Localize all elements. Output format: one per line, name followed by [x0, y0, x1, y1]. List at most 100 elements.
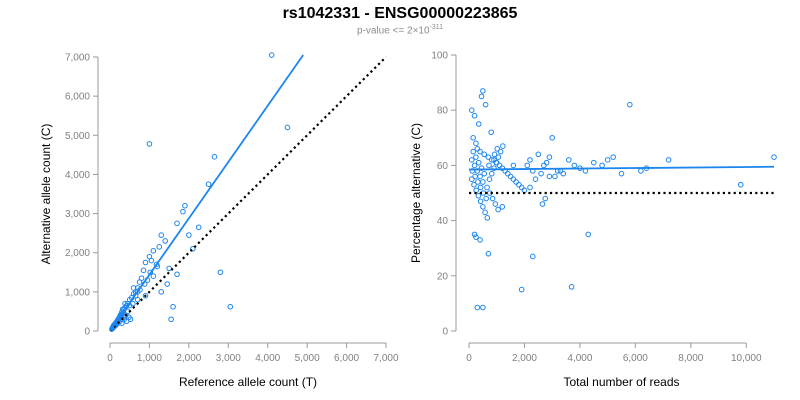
chart-right-point	[468, 107, 475, 113]
chart-right-point	[475, 192, 482, 199]
chart-right-point	[604, 157, 611, 163]
chart-left-point	[164, 281, 170, 287]
pvalue-prefix: p-value <= 2	[356, 25, 413, 37]
chart-right-point	[495, 206, 501, 213]
chart-left-x-tick-label: 6,000	[334, 353, 359, 364]
pvalue-base: 10	[418, 25, 430, 37]
chart-right-point	[638, 168, 644, 174]
chart-right-point	[549, 135, 555, 141]
chart-left-y-tick-label: 1,000	[65, 287, 90, 298]
chart-left-point	[168, 316, 174, 323]
chart-left-x-tick-label: 4,000	[255, 353, 280, 364]
chart-left-point	[195, 224, 202, 231]
chart-left-point	[142, 292, 149, 299]
chart-left-y-tick-label: 4,000	[65, 170, 90, 181]
chart-right-point	[546, 173, 553, 180]
chart-left-point	[156, 244, 163, 250]
chart-left-point	[126, 314, 132, 321]
chart-right-point	[473, 140, 479, 147]
chart-right-point	[477, 148, 483, 155]
chart-left-point	[190, 246, 196, 252]
chart-left-y-tick-label: 0	[84, 327, 90, 338]
chart-left-point	[136, 279, 143, 285]
chart-right-point	[470, 148, 476, 155]
chart-right-point	[499, 165, 506, 171]
pvalue-exponent: -311	[429, 24, 444, 31]
chart-left-point	[180, 208, 186, 215]
chart-right-point	[585, 231, 592, 238]
chart-left-point	[227, 303, 234, 310]
chart-right-point	[475, 159, 482, 166]
chart-right-point	[472, 173, 478, 180]
chart-right-point	[481, 151, 488, 158]
chart-left-point	[217, 269, 224, 276]
chart-right-point	[538, 170, 544, 177]
chart-right-point	[480, 179, 486, 185]
chart-right-x-tick-label: 4,000	[567, 353, 592, 364]
chart-right-y-tick-label: 100	[431, 51, 448, 62]
chart-right-point	[473, 234, 479, 240]
chart-right-point	[505, 170, 511, 177]
chart-left-point	[140, 267, 147, 274]
chart-left-fit-line	[109, 54, 304, 332]
chart-right-point	[474, 146, 481, 152]
chart-right-point	[471, 231, 478, 238]
chart-left-y-axis-title: Alternative allele count (C)	[39, 124, 53, 265]
chart-right-point	[518, 286, 525, 293]
chart-right-point	[486, 176, 493, 182]
chart-right-point	[491, 165, 497, 171]
chart-right-point	[480, 304, 486, 311]
chart-left-x-tick-label: 3,000	[216, 353, 241, 364]
chart-right-point	[495, 154, 502, 160]
chart-right-point	[497, 148, 504, 155]
pvalue-times: ×	[412, 25, 419, 37]
chart-right-point	[527, 184, 533, 191]
chart-right-point	[524, 162, 531, 169]
chart-right-point	[665, 157, 672, 163]
chart-title: rs1042331 - ENSG00000223865	[282, 5, 518, 22]
chart-right-point	[471, 112, 478, 119]
chart-right-point	[541, 162, 547, 169]
chart-left-point	[130, 285, 137, 291]
chart-right-point	[618, 170, 625, 177]
chart-right-y-tick-label: 20	[437, 271, 449, 282]
chart-right-point	[566, 157, 572, 163]
chart-left-y-tick-label: 7,000	[65, 53, 90, 64]
chart-right-point	[475, 121, 482, 127]
chart-right-point	[473, 187, 480, 194]
chart-right-point	[500, 143, 506, 149]
chart-left-point	[153, 261, 160, 268]
chart-left-y-tick-label: 3,000	[65, 209, 90, 220]
chart-right-point	[470, 135, 476, 141]
chart-right-x-tick-label: 0	[466, 353, 472, 364]
chart-right-point	[475, 179, 481, 185]
chart-right-point	[488, 170, 495, 177]
chart-right-point	[539, 201, 546, 207]
chart-right-point	[488, 157, 495, 163]
chart-right-point	[477, 198, 484, 205]
chart-left-y-tick-label: 6,000	[65, 92, 90, 103]
chart-right-point	[610, 154, 616, 160]
chart-left-point	[170, 303, 176, 310]
chart-right-point	[507, 173, 514, 180]
chart-left-point	[174, 220, 180, 227]
chart-left-point	[150, 273, 157, 280]
chart-right-point	[494, 146, 501, 152]
chart-right-fit-line	[468, 165, 775, 171]
chart-right-point	[529, 253, 536, 260]
chart-left-point	[158, 289, 165, 295]
chart-right-point	[477, 184, 484, 191]
chart-left-point	[162, 238, 168, 244]
chart-right-point	[478, 93, 485, 100]
chart-right-point	[542, 195, 549, 202]
chart-right-point	[568, 284, 575, 290]
chart-right-point	[510, 162, 517, 169]
chart-right-x-tick-label: 10,000	[731, 353, 762, 364]
chart-right-point	[510, 176, 517, 182]
chart-right-point	[532, 176, 539, 182]
chart-right-point	[571, 162, 578, 169]
chart-left-point	[166, 265, 172, 272]
chart-right-point	[484, 184, 490, 191]
chart-right-point	[483, 195, 489, 202]
